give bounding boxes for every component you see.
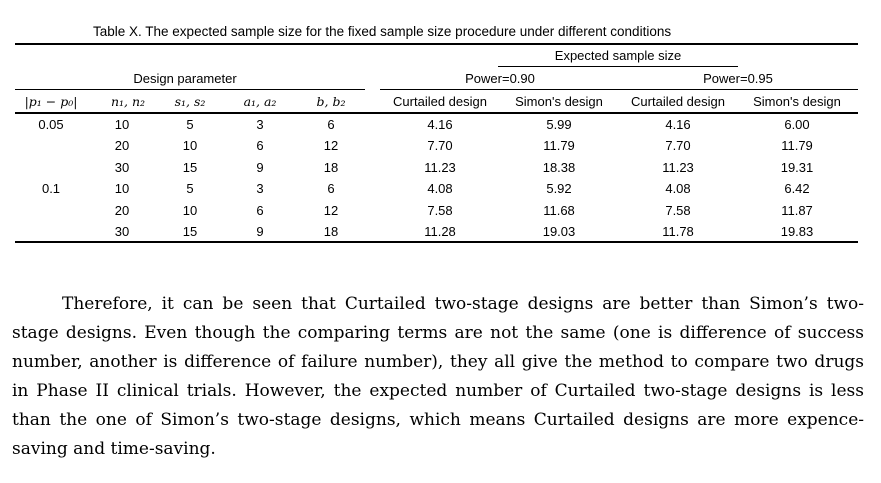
power-rule: [380, 89, 858, 90]
col-header-b: b, b₂: [316, 94, 346, 109]
body-paragraph-text: Therefore, it can be seen that Curtailed…: [12, 294, 864, 459]
header-power-090: Power=0.90: [465, 71, 535, 86]
col-header-a: a₁, a₂: [243, 94, 277, 109]
table-cell: 4.16: [427, 117, 453, 132]
col-header-curtailed-090: Curtailed design: [393, 94, 487, 109]
table-header-rule: [15, 112, 858, 114]
table-cell: 18: [323, 224, 339, 239]
table-cell: 5: [186, 117, 194, 132]
table-cell: 7.58: [427, 203, 453, 218]
table-cell: 20: [114, 138, 130, 153]
table-cell: 10: [182, 203, 198, 218]
header-expected-sample-size: Expected sample size: [554, 48, 682, 63]
table-cell: 0.1: [41, 181, 61, 196]
header-power-095: Power=0.95: [703, 71, 773, 86]
table-cell: 0.05: [38, 117, 64, 132]
table-cell: 5.92: [546, 181, 572, 196]
table-cell: 3: [256, 117, 264, 132]
table-top-rule: [15, 43, 858, 45]
table-cell: 11.28: [424, 224, 456, 239]
table-cell: 19.03: [542, 224, 576, 239]
table-cell: 10: [114, 181, 130, 196]
table-cell: 4.16: [665, 117, 691, 132]
table-cell: 7.58: [665, 203, 691, 218]
table-cell: 6: [327, 181, 335, 196]
table-cell: 11.79: [543, 138, 575, 153]
col-header-n: n₁, n₂: [110, 94, 146, 109]
col-header-curtailed-095: Curtailed design: [631, 94, 725, 109]
table-cell: 4.08: [665, 181, 691, 196]
table-cell: 11.87: [781, 203, 813, 218]
table-cell: 11.68: [543, 203, 575, 218]
table-cell: 30: [114, 160, 130, 175]
table-cell: 9: [256, 224, 264, 239]
table-cell: 12: [323, 203, 339, 218]
table-cell: 6.00: [784, 117, 810, 132]
header-design-parameter: Design parameter: [133, 71, 237, 86]
table-cell: 7.70: [665, 138, 691, 153]
table-cell: 6: [327, 117, 335, 132]
table-caption: Table X. The expected sample size for th…: [93, 24, 672, 39]
design-parameter-rule: [15, 89, 365, 90]
table-cell: 5.99: [546, 117, 572, 132]
table-cell: 15: [182, 224, 198, 239]
table-cell: 10: [114, 117, 130, 132]
table-cell: 10: [182, 138, 198, 153]
col-header-simon-090: Simon's design: [515, 94, 603, 109]
expected-sample-size-rule: [498, 66, 738, 67]
table-cell: 15: [182, 160, 198, 175]
table-cell: 11.23: [424, 160, 456, 175]
col-header-simon-095: Simon's design: [753, 94, 841, 109]
table-cell: 6: [256, 138, 264, 153]
table-cell: 11.78: [662, 224, 694, 239]
table-cell: 6: [256, 203, 264, 218]
table-cell: 20: [114, 203, 130, 218]
table-cell: 19.83: [780, 224, 814, 239]
table-cell: 9: [256, 160, 264, 175]
table-cell: 5: [186, 181, 194, 196]
table-cell: 7.70: [427, 138, 453, 153]
table-cell: 4.08: [427, 181, 453, 196]
table-bottom-rule: [15, 241, 858, 243]
table-cell: 6.42: [784, 181, 810, 196]
table-cell: 18: [323, 160, 339, 175]
table-cell: 3: [256, 181, 264, 196]
table-cell: 11.79: [781, 138, 813, 153]
body-paragraph: Therefore, it can be seen that Curtailed…: [12, 290, 864, 464]
col-header-s: s₁, s₂: [174, 94, 206, 109]
table-cell: 18.38: [542, 160, 576, 175]
col-header-p-diff: |p₁ − p₀|: [24, 94, 78, 109]
table-cell: 30: [114, 224, 130, 239]
table-cell: 19.31: [780, 160, 814, 175]
table-cell: 11.23: [662, 160, 694, 175]
table-cell: 12: [323, 138, 339, 153]
